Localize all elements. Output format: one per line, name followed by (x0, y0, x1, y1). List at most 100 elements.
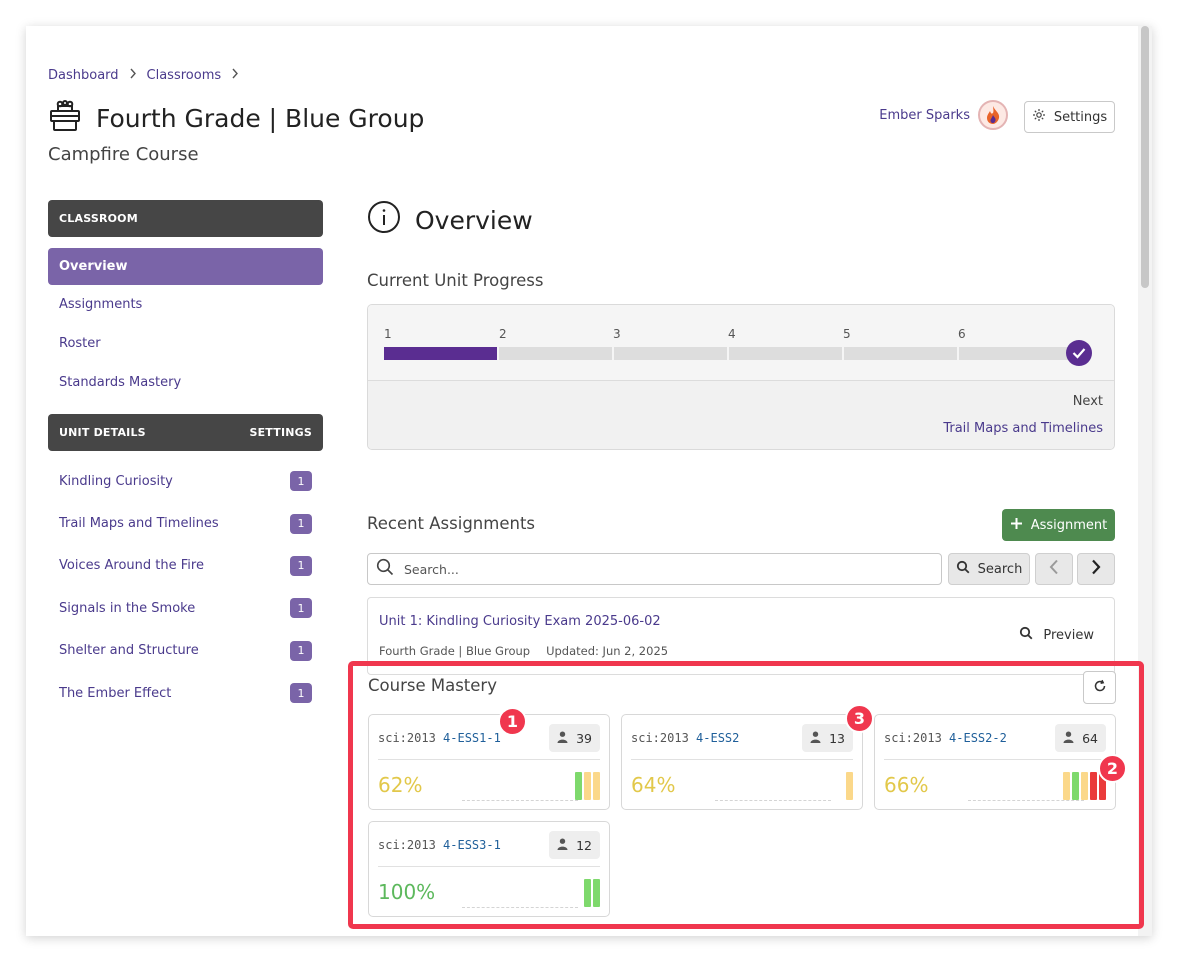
course-mastery-label: Course Mastery (368, 676, 497, 695)
unit-count-badge: 1 (290, 513, 312, 534)
next-unit-footer: Next Trail Maps and Timelines (368, 381, 1114, 449)
step-label: 6 (958, 327, 966, 341)
sparkline-baseline (968, 800, 1084, 801)
mastery-bar (575, 772, 582, 800)
standard-link[interactable]: 4-ESS3-1 (443, 838, 501, 852)
user-icon (557, 731, 568, 746)
sidebar-item-standards-mastery[interactable]: Standards Mastery (59, 375, 182, 390)
assignment-updated: Updated: Jun 2, 2025 (546, 644, 669, 658)
sidebar: CLASSROOM Overview Assignments Roster St… (48, 200, 323, 714)
mastery-bar (584, 879, 591, 907)
sidebar-unit-shelter-structure[interactable]: Shelter and Structure 1 (48, 630, 323, 672)
sparkline-baseline (462, 907, 578, 908)
search-icon (376, 558, 394, 580)
page-title-row: Fourth Grade | Blue Group (48, 100, 424, 136)
step-label: 3 (613, 327, 621, 341)
mastery-bar (584, 772, 591, 800)
unit-label: Voices Around the Fire (59, 558, 204, 574)
unit-label: The Ember Effect (59, 685, 172, 701)
mastery-card[interactable]: sci:2013 4-ESS3-1 12 100% (368, 821, 610, 917)
unit-label: Signals in the Smoke (59, 600, 196, 616)
standard-link[interactable]: 4-ESS1-1 (443, 731, 501, 745)
assignment-title-link[interactable]: Unit 1: Kindling Curiosity Exam 2025-06-… (379, 614, 661, 629)
step-label: 4 (728, 327, 736, 341)
add-assignment-label: Assignment (1030, 517, 1108, 533)
breadcrumb: Dashboard Classrooms (48, 68, 239, 83)
settings-button[interactable]: Settings (1024, 101, 1115, 133)
assignment-group: Fourth Grade | Blue Group (379, 644, 531, 658)
chevron-left-icon (1049, 559, 1059, 579)
sidebar-item-overview[interactable]: Overview (48, 248, 323, 285)
next-unit-link[interactable]: Trail Maps and Timelines (943, 421, 1103, 436)
preview-button[interactable]: Preview (1019, 626, 1094, 644)
student-count-badge: 12 (549, 831, 600, 859)
standard-link[interactable]: 4-ESS2 (696, 731, 740, 745)
gear-icon (1032, 108, 1046, 126)
sidebar-unit-signals-smoke[interactable]: Signals in the Smoke 1 (48, 587, 323, 629)
sparkline-baseline (715, 800, 831, 801)
unit-count-badge: 1 (290, 471, 312, 492)
standard-prefix: sci:2013 (884, 731, 942, 745)
step-label: 2 (499, 327, 507, 341)
sidebar-unit-ember-effect[interactable]: The Ember Effect 1 (48, 672, 323, 714)
sidebar-item-assignments[interactable]: Assignments (59, 297, 143, 312)
preview-label: Preview (1043, 627, 1094, 643)
student-count-badge: 64 (1055, 724, 1106, 752)
sidebar-item-roster[interactable]: Roster (59, 336, 101, 351)
unit-settings-link[interactable]: SETTINGS (249, 426, 312, 439)
progress-segment (729, 347, 842, 360)
progress-track: 1 2 3 4 5 6 (368, 305, 1114, 381)
sidebar-unit-voices-around-fire[interactable]: Voices Around the Fire 1 (48, 545, 323, 587)
standard-link[interactable]: 4-ESS2-2 (949, 731, 1007, 745)
mastery-bar (1099, 772, 1106, 800)
user-menu[interactable]: Ember Sparks (879, 100, 1008, 130)
card-divider (631, 759, 853, 760)
assignment-search-field[interactable] (367, 553, 942, 585)
highlight-box (348, 661, 1144, 929)
refresh-button[interactable] (1083, 671, 1116, 704)
current-unit-progress-label: Current Unit Progress (367, 271, 544, 290)
previous-page-button[interactable] (1035, 553, 1073, 585)
card-divider (378, 866, 600, 867)
scrollbar-thumb[interactable] (1141, 26, 1149, 288)
next-page-button[interactable] (1077, 553, 1115, 585)
info-icon (367, 200, 401, 240)
unit-label: Trail Maps and Timelines (59, 516, 219, 532)
unit-count-badge: 1 (290, 598, 312, 619)
search-input[interactable] (404, 561, 904, 577)
mastery-card[interactable]: sci:2013 4-ESS2 13 64% (621, 714, 863, 810)
settings-label: Settings (1053, 109, 1108, 125)
user-icon (557, 838, 568, 853)
progress-segment-complete (384, 347, 497, 360)
classroom-icon (48, 100, 82, 136)
search-button-label: Search (977, 561, 1023, 577)
unit-progress-card: 1 2 3 4 5 6 Next Trail Maps and Timeline… (367, 304, 1115, 450)
assignment-row: Unit 1: Kindling Curiosity Exam 2025-06-… (367, 597, 1115, 675)
mastery-bar (846, 772, 853, 800)
breadcrumb-classrooms[interactable]: Classrooms (146, 68, 222, 83)
overview-title: Overview (415, 205, 533, 235)
page-title: Fourth Grade | Blue Group (96, 103, 425, 133)
unit-count-badge: 1 (290, 555, 312, 576)
standard-code: sci:2013 4-ESS3-1 (378, 838, 501, 852)
unit-details-header: UNIT DETAILS SETTINGS (48, 414, 323, 451)
progress-segment (614, 347, 727, 360)
annotation-marker-2: 2 (1098, 754, 1127, 783)
breadcrumb-dashboard[interactable]: Dashboard (48, 68, 119, 83)
chevron-right-icon (231, 68, 239, 83)
mastery-card[interactable]: sci:2013 4-ESS1-1 39 62% (368, 714, 610, 810)
mastery-card[interactable]: sci:2013 4-ESS2-2 64 66% (874, 714, 1116, 810)
user-name[interactable]: Ember Sparks (879, 107, 970, 123)
search-button[interactable]: Search (948, 553, 1030, 585)
sidebar-unit-trail-maps[interactable]: Trail Maps and Timelines 1 (48, 502, 323, 544)
add-assignment-button[interactable]: Assignment (1002, 509, 1115, 541)
mastery-bar (593, 772, 600, 800)
progress-segment (499, 347, 612, 360)
student-count: 13 (829, 730, 845, 746)
app-window: Dashboard Classrooms Fourth Grade | Blue… (26, 26, 1152, 936)
student-count-badge: 13 (802, 724, 853, 752)
avatar[interactable] (978, 100, 1008, 130)
annotation-marker-3: 3 (845, 704, 874, 733)
sidebar-unit-kindling-curiosity[interactable]: Kindling Curiosity 1 (48, 460, 323, 502)
chevron-right-icon (129, 68, 137, 83)
